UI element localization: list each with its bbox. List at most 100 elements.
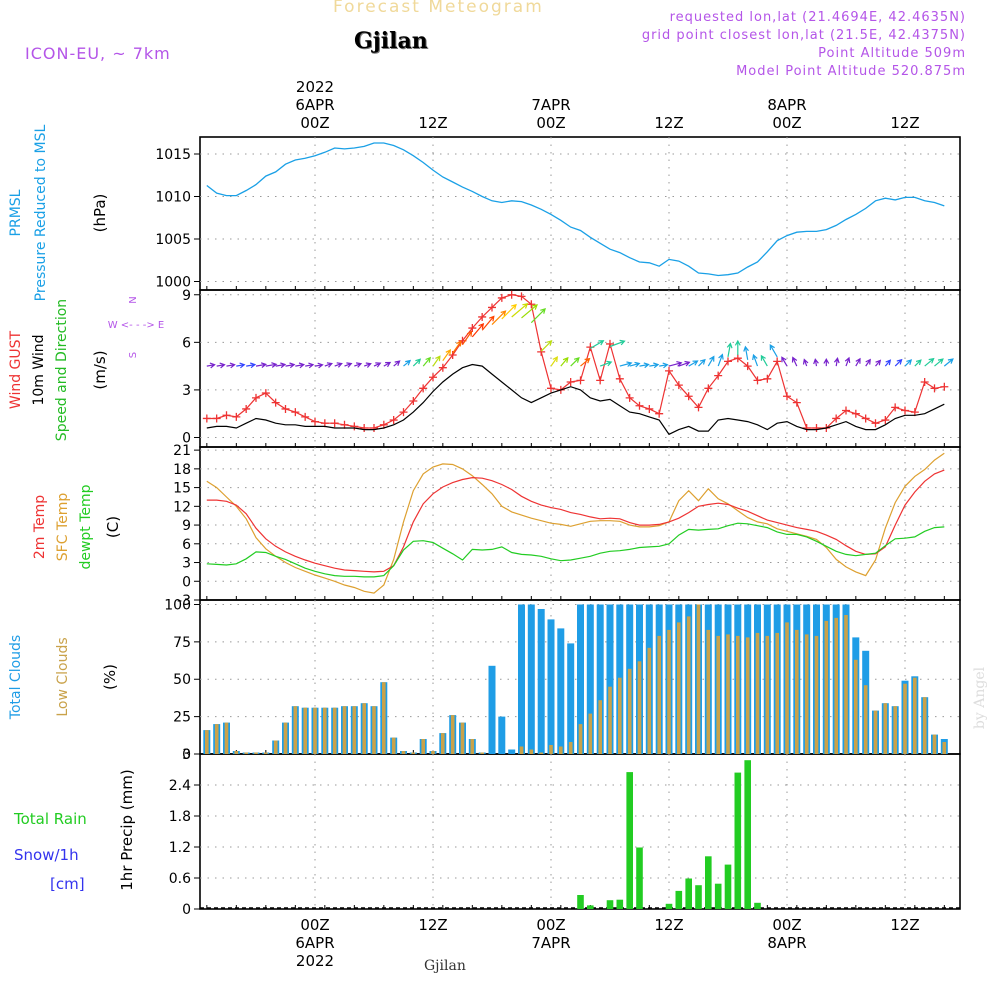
top-time-label: 2022	[296, 78, 334, 96]
bar-low-clouds	[834, 617, 838, 754]
gust-marker	[547, 384, 555, 393]
gust-marker	[940, 382, 949, 391]
bar-low-clouds	[706, 629, 711, 754]
wind-direction-arrow	[442, 348, 452, 362]
bar-low-clouds	[519, 746, 524, 754]
label-sfc-temp: SFC Temp	[55, 493, 71, 562]
bar-low-clouds	[470, 739, 475, 754]
bar-low-clouds	[588, 713, 593, 754]
bar-low-clouds	[214, 724, 219, 754]
top-time-label: 8APR	[767, 96, 806, 114]
wind-direction-arrow	[844, 356, 851, 367]
wind-direction-arrow	[943, 358, 954, 367]
bar-low-clouds	[804, 634, 809, 754]
wind-direction-arrow	[530, 308, 546, 324]
gust-marker	[615, 374, 624, 383]
bar-low-clouds	[224, 722, 229, 754]
series-line-10m-wind	[206, 363, 945, 436]
y-tick-label: 0.6	[169, 871, 191, 887]
gust-marker	[232, 412, 241, 421]
series-line-prmsl	[206, 142, 945, 277]
y-tick-label: 3	[182, 747, 191, 763]
bar-low-clouds	[303, 707, 307, 754]
wind-direction-arrow	[726, 342, 733, 358]
wind-direction-arrow	[314, 362, 324, 369]
bar-low-clouds	[254, 752, 258, 754]
gust-marker	[566, 377, 575, 386]
wind-direction-arrow	[255, 362, 268, 368]
y-tick-label: 50	[173, 672, 191, 688]
gust-marker	[527, 300, 536, 309]
bar-total-clouds	[577, 604, 584, 754]
gust-marker	[202, 414, 211, 423]
bottom-time-label: 00Z	[772, 916, 801, 934]
bar-rain	[754, 902, 761, 909]
label-total-rain: Total Rain	[13, 810, 87, 828]
panel-frame	[199, 136, 961, 291]
gust-marker	[330, 419, 339, 428]
top-time-label: 00Z	[536, 114, 565, 132]
wind-direction-arrow	[769, 344, 778, 358]
bar-rain	[675, 890, 683, 909]
wind-direction-arrow	[668, 361, 683, 367]
gust-marker	[497, 293, 506, 302]
wind-direction-arrow	[707, 355, 715, 367]
wind-direction-arrow	[236, 362, 246, 369]
gust-marker	[733, 354, 742, 363]
wind-direction-arrow	[432, 355, 441, 367]
wind-direction-arrow	[580, 357, 591, 367]
top-time-label: 12Z	[890, 114, 919, 132]
bar-total-clouds	[508, 749, 516, 754]
bar-low-clouds	[598, 700, 602, 754]
bar-low-clouds	[264, 752, 268, 754]
bar-low-clouds	[903, 683, 907, 754]
bar-low-clouds	[716, 635, 720, 754]
bar-low-clouds	[205, 730, 209, 754]
wind-direction-arrow	[743, 345, 749, 360]
wind-direction-arrow	[934, 358, 944, 367]
gust-marker	[812, 423, 821, 432]
bar-low-clouds	[450, 715, 455, 754]
gust-marker	[881, 416, 890, 425]
panel-frame	[199, 753, 961, 910]
bar-low-clouds	[627, 668, 632, 754]
wind-direction-arrow	[452, 340, 462, 354]
wind-direction-arrow	[344, 362, 353, 368]
bar-rain	[685, 878, 692, 909]
gust-marker	[596, 376, 605, 385]
bar-rain	[695, 885, 702, 909]
label-pressure-unit: (hPa)	[91, 194, 109, 233]
y-tick-label: 75	[173, 635, 191, 651]
gust-marker	[871, 419, 880, 428]
bar-low-clouds	[549, 745, 553, 754]
gust-marker	[743, 362, 752, 371]
bar-total-clouds	[547, 619, 555, 754]
gust-marker	[242, 404, 251, 413]
bar-rain	[714, 883, 722, 909]
gust-marker	[350, 422, 359, 431]
gust-marker	[291, 408, 300, 417]
bar-low-clouds	[824, 620, 829, 754]
wind-direction-arrow	[550, 356, 559, 367]
gust-marker	[861, 414, 870, 423]
label-dewpt-temp: dewpt Temp	[78, 484, 94, 569]
bar-total-clouds	[537, 609, 545, 754]
bar-low-clouds	[854, 659, 858, 754]
gust-marker	[212, 414, 221, 423]
bar-rain	[636, 847, 643, 909]
bar-low-clouds	[568, 742, 573, 754]
gust-marker	[625, 393, 634, 402]
y-tick-label: 0	[182, 747, 191, 763]
wind-direction-arrow	[875, 359, 882, 367]
gust-marker	[468, 324, 477, 333]
bar-low-clouds	[313, 707, 317, 754]
wind-direction-arrow	[791, 356, 798, 367]
wind-direction-arrow	[491, 310, 507, 326]
label-low-clouds: Low Clouds	[55, 637, 71, 716]
bar-low-clouds	[342, 706, 347, 754]
gust-marker	[802, 423, 811, 432]
bar-low-clouds	[785, 622, 789, 754]
bar-low-clouds	[559, 746, 563, 754]
y-tick-label: 25	[173, 710, 191, 726]
bar-low-clouds	[696, 604, 701, 754]
